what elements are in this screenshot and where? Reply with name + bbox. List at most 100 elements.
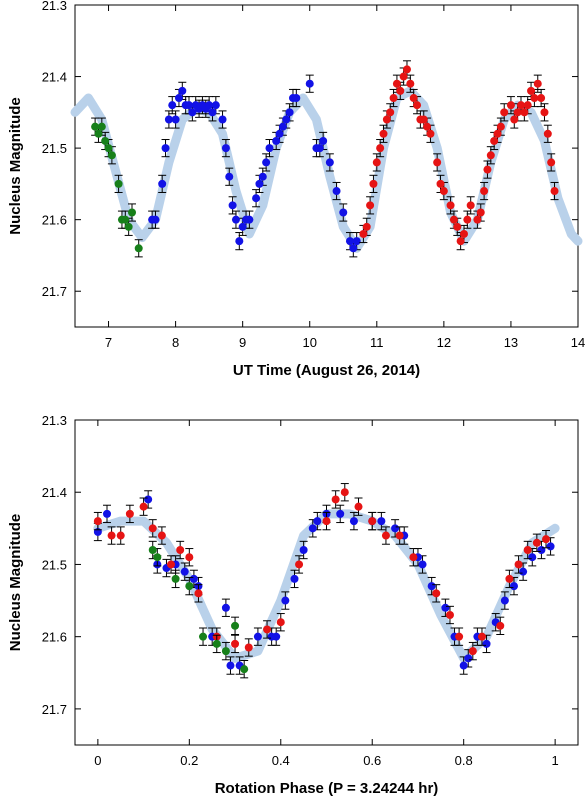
y-axis-label: Nucleus Magnitude xyxy=(7,514,24,652)
data-point xyxy=(180,567,189,576)
data-point xyxy=(516,101,525,110)
data-point xyxy=(520,108,529,117)
data-point xyxy=(509,582,518,591)
data-point xyxy=(493,129,502,138)
data-point xyxy=(148,524,157,533)
data-point xyxy=(228,201,237,210)
data-point xyxy=(231,215,240,224)
data-point xyxy=(265,144,274,153)
y-tick-label: 21.3 xyxy=(42,0,67,13)
data-point xyxy=(97,122,106,131)
data-point xyxy=(433,158,442,167)
y-tick-label: 21.6 xyxy=(42,213,67,228)
data-point xyxy=(199,632,208,641)
data-point xyxy=(540,108,549,117)
data-point xyxy=(185,582,194,591)
data-point xyxy=(349,244,358,253)
data-point xyxy=(409,94,418,103)
x-tick-label: 13 xyxy=(504,335,518,350)
data-point xyxy=(466,201,475,210)
data-point xyxy=(255,179,264,188)
data-point xyxy=(290,574,299,583)
data-point xyxy=(354,502,363,511)
data-point xyxy=(107,151,116,160)
data-point xyxy=(514,560,523,569)
plot-frame xyxy=(74,4,579,328)
x-tick-label: 8 xyxy=(172,335,179,350)
data-point xyxy=(134,244,143,253)
data-point xyxy=(252,194,261,203)
data-point xyxy=(231,621,240,630)
data-point xyxy=(513,108,522,117)
data-point xyxy=(464,654,473,663)
x-tick-label: 0.8 xyxy=(455,753,473,768)
x-tick-label: 0.4 xyxy=(272,753,290,768)
data-point xyxy=(276,618,285,627)
data-point xyxy=(103,509,112,518)
y-tick-label: 21.5 xyxy=(42,557,67,572)
data-point xyxy=(272,632,281,641)
data-point xyxy=(226,661,235,670)
data-point xyxy=(211,101,220,110)
data-point xyxy=(194,589,203,598)
panel: 0 0.2 0.4 0.6 0.8 1 21.3 21.4 21.5 21.6 21.7 Rotati… xyxy=(7,413,579,797)
data-point xyxy=(372,158,381,167)
data-point xyxy=(449,215,458,224)
data-point xyxy=(523,101,532,110)
data-point xyxy=(139,502,148,511)
data-point xyxy=(406,79,415,88)
data-point xyxy=(148,546,157,554)
data-point xyxy=(125,509,134,518)
data-point xyxy=(167,560,176,569)
data-point xyxy=(409,553,418,562)
data-point xyxy=(189,574,198,583)
data-point xyxy=(144,495,153,504)
data-point xyxy=(537,546,546,554)
data-point xyxy=(157,531,166,540)
data-point xyxy=(362,222,371,231)
data-point xyxy=(395,531,404,540)
data-point xyxy=(275,129,284,138)
data-point xyxy=(418,560,427,569)
y-tick-label: 21.6 xyxy=(42,630,67,645)
data-point xyxy=(537,94,546,103)
x-tick-label: 1 xyxy=(552,753,559,768)
x-tick-label: 9 xyxy=(239,335,246,350)
data-point xyxy=(486,151,495,160)
data-point xyxy=(496,621,505,630)
data-point xyxy=(325,158,334,167)
data-point xyxy=(114,179,123,188)
data-point xyxy=(212,639,221,648)
data-point xyxy=(244,643,253,652)
data-point xyxy=(263,625,272,634)
data-point xyxy=(94,129,103,138)
data-point xyxy=(500,108,509,117)
data-point xyxy=(245,215,254,224)
data-point xyxy=(391,524,400,533)
x-tick-label: 14 xyxy=(571,335,585,350)
data-point xyxy=(445,611,454,619)
data-point xyxy=(399,72,408,81)
x-tick-label: 7 xyxy=(105,335,112,350)
data-point xyxy=(453,222,462,231)
data-point xyxy=(441,603,450,612)
data-point xyxy=(340,488,349,497)
data-point xyxy=(305,79,314,88)
plot-frame xyxy=(74,419,579,746)
data-point xyxy=(463,215,472,224)
data-point xyxy=(352,237,361,246)
data-point xyxy=(104,144,113,153)
data-point xyxy=(188,108,197,117)
data-point xyxy=(426,129,435,138)
data-point xyxy=(427,582,436,591)
data-point xyxy=(153,553,162,562)
data-point xyxy=(240,665,249,674)
data-point xyxy=(238,222,247,231)
data-point xyxy=(547,158,556,167)
x-tick-label: 0.2 xyxy=(180,753,198,768)
data-point xyxy=(500,596,509,605)
x-tick-label: 0.6 xyxy=(363,753,381,768)
data-point xyxy=(168,101,177,110)
data-point xyxy=(253,632,262,641)
data-point xyxy=(315,144,324,153)
